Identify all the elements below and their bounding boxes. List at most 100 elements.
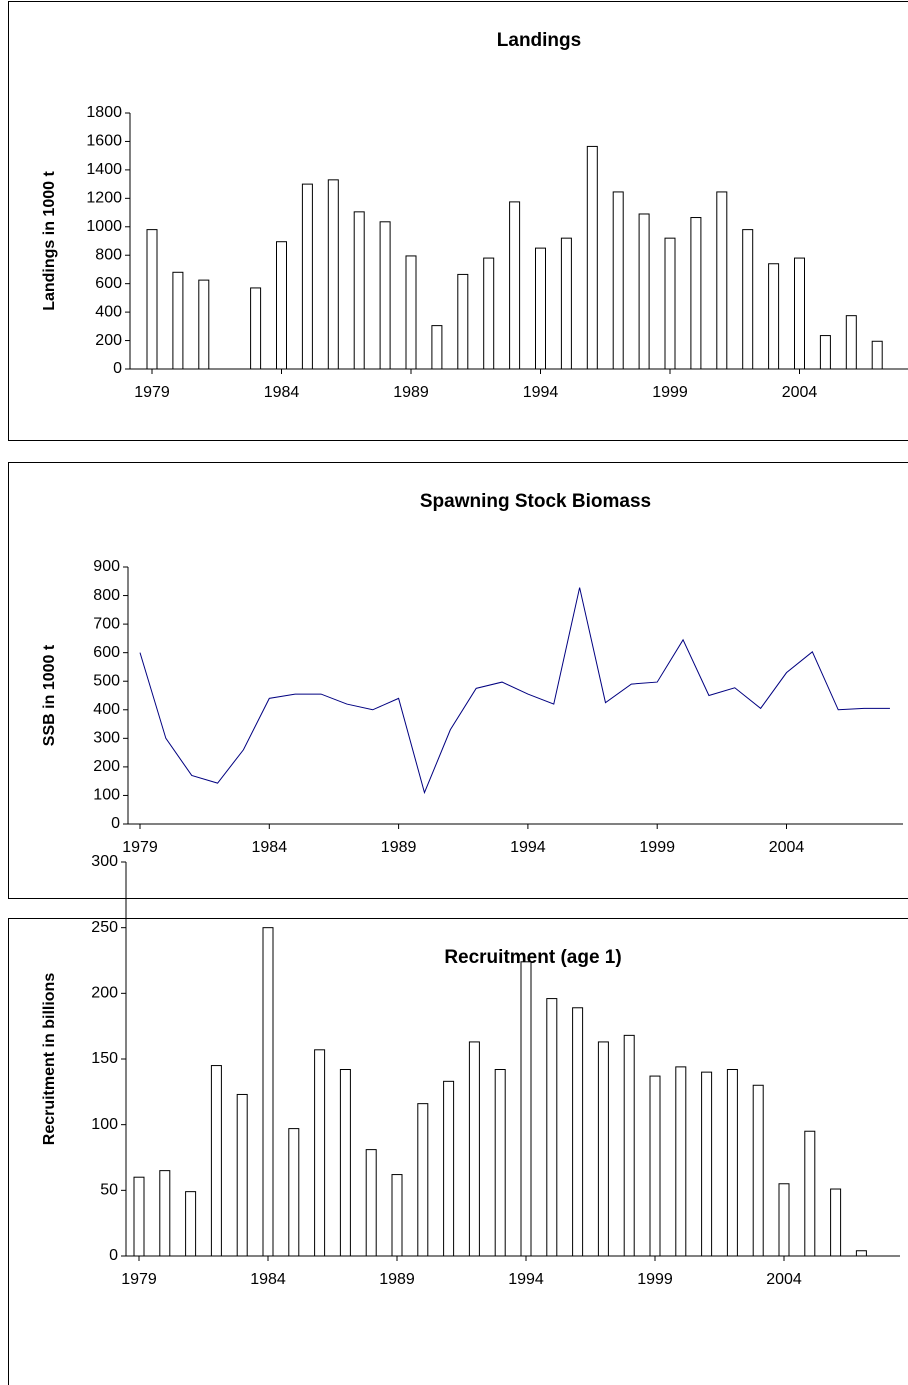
x-tick-label: 1999 bbox=[639, 839, 675, 856]
bar bbox=[597, 1041, 609, 1257]
bar bbox=[623, 1034, 635, 1257]
bar bbox=[535, 247, 546, 370]
bar bbox=[664, 237, 676, 370]
bar bbox=[431, 325, 443, 370]
bar bbox=[457, 273, 469, 370]
y-tick-label: 800 bbox=[93, 587, 120, 604]
bar bbox=[236, 1093, 248, 1257]
y-tick-label: 200 bbox=[93, 758, 120, 775]
bar bbox=[520, 961, 532, 1257]
bar bbox=[339, 1069, 351, 1257]
bar bbox=[649, 1075, 661, 1257]
bar bbox=[276, 241, 287, 370]
y-tick-label: 600 bbox=[95, 275, 122, 292]
bar bbox=[133, 1176, 145, 1257]
bar bbox=[250, 287, 262, 370]
x-tick-label: 1999 bbox=[652, 384, 688, 401]
x-tick-label: 2004 bbox=[766, 1271, 802, 1288]
y-tick-label: 1800 bbox=[86, 104, 122, 121]
bar bbox=[638, 213, 650, 370]
bar bbox=[405, 255, 417, 370]
x-tick-label: 2004 bbox=[769, 839, 805, 856]
bar bbox=[560, 237, 572, 370]
bar bbox=[468, 1041, 480, 1257]
chart-title: Spawning Stock Biomass bbox=[420, 491, 651, 512]
x-tick-label: 1999 bbox=[637, 1271, 673, 1288]
bar bbox=[494, 1069, 506, 1257]
panel-border bbox=[8, 918, 908, 1385]
x-tick-label: 1984 bbox=[250, 1271, 286, 1288]
bar bbox=[612, 191, 624, 370]
y-tick-label: 1200 bbox=[86, 190, 122, 207]
bar bbox=[768, 263, 780, 370]
bar bbox=[509, 201, 521, 370]
y-tick-label: 600 bbox=[93, 644, 120, 661]
x-tick-label: 1989 bbox=[379, 1271, 415, 1288]
bar bbox=[483, 257, 495, 370]
bar bbox=[586, 145, 598, 370]
bar bbox=[314, 1049, 326, 1257]
y-tick-label: 50 bbox=[100, 1182, 118, 1199]
x-tick-label: 1994 bbox=[508, 1271, 544, 1288]
y-tick-label: 1400 bbox=[86, 161, 122, 178]
y-tick-label: 250 bbox=[91, 919, 118, 936]
x-tick-label: 1994 bbox=[523, 384, 559, 401]
y-tick-label: 700 bbox=[93, 615, 120, 632]
y-axis-label: Recruitment in billions bbox=[41, 973, 58, 1146]
panel-border bbox=[8, 1, 908, 441]
x-tick-label: 1984 bbox=[252, 839, 288, 856]
bar bbox=[752, 1084, 764, 1257]
bar bbox=[301, 183, 313, 370]
bar bbox=[417, 1103, 429, 1257]
x-tick-label: 1994 bbox=[510, 839, 546, 856]
x-tick-label: 1989 bbox=[381, 839, 417, 856]
bar bbox=[546, 998, 558, 1257]
x-tick-label: 1979 bbox=[121, 1271, 157, 1288]
bar bbox=[794, 257, 805, 370]
bar bbox=[716, 191, 728, 370]
panel-border bbox=[8, 462, 908, 899]
y-tick-label: 800 bbox=[95, 246, 122, 263]
line bbox=[139, 587, 890, 795]
bar bbox=[443, 1080, 455, 1257]
bar bbox=[871, 340, 883, 370]
x-tick-label: 2004 bbox=[782, 384, 818, 401]
y-tick-label: 0 bbox=[111, 815, 120, 832]
bar bbox=[327, 179, 339, 370]
y-tick-label: 100 bbox=[93, 787, 120, 804]
bar bbox=[198, 279, 210, 370]
bar bbox=[742, 229, 754, 370]
bar bbox=[172, 271, 184, 370]
x-tick-label: 1979 bbox=[122, 839, 158, 856]
bar bbox=[778, 1183, 790, 1257]
x-tick-label: 1979 bbox=[134, 384, 170, 401]
y-axis-label: Landings in 1000 t bbox=[41, 171, 58, 311]
bar bbox=[804, 1130, 816, 1257]
bar bbox=[391, 1174, 403, 1257]
y-tick-label: 0 bbox=[109, 1247, 118, 1264]
y-tick-label: 200 bbox=[91, 985, 118, 1002]
bar bbox=[365, 1149, 377, 1257]
bar bbox=[379, 221, 391, 370]
x-tick-label: 1989 bbox=[393, 384, 429, 401]
y-tick-label: 1600 bbox=[86, 133, 122, 150]
bar bbox=[262, 927, 274, 1257]
y-tick-label: 100 bbox=[91, 1116, 118, 1133]
bar bbox=[855, 1250, 867, 1257]
bar bbox=[288, 1128, 300, 1257]
y-tick-label: 1000 bbox=[86, 218, 122, 235]
y-axis-label: SSB in 1000 t bbox=[41, 644, 58, 746]
chart-title: Landings bbox=[497, 30, 581, 51]
y-tick-label: 400 bbox=[93, 701, 120, 718]
chart-title: Recruitment (age 1) bbox=[444, 947, 621, 968]
bar bbox=[572, 1007, 584, 1257]
y-tick-label: 200 bbox=[95, 332, 122, 349]
y-tick-label: 900 bbox=[93, 558, 120, 575]
y-tick-label: 400 bbox=[95, 303, 122, 320]
y-tick-label: 300 bbox=[93, 730, 120, 747]
bar bbox=[159, 1170, 171, 1257]
y-tick-label: 500 bbox=[93, 672, 120, 689]
x-tick-label: 1984 bbox=[264, 384, 300, 401]
